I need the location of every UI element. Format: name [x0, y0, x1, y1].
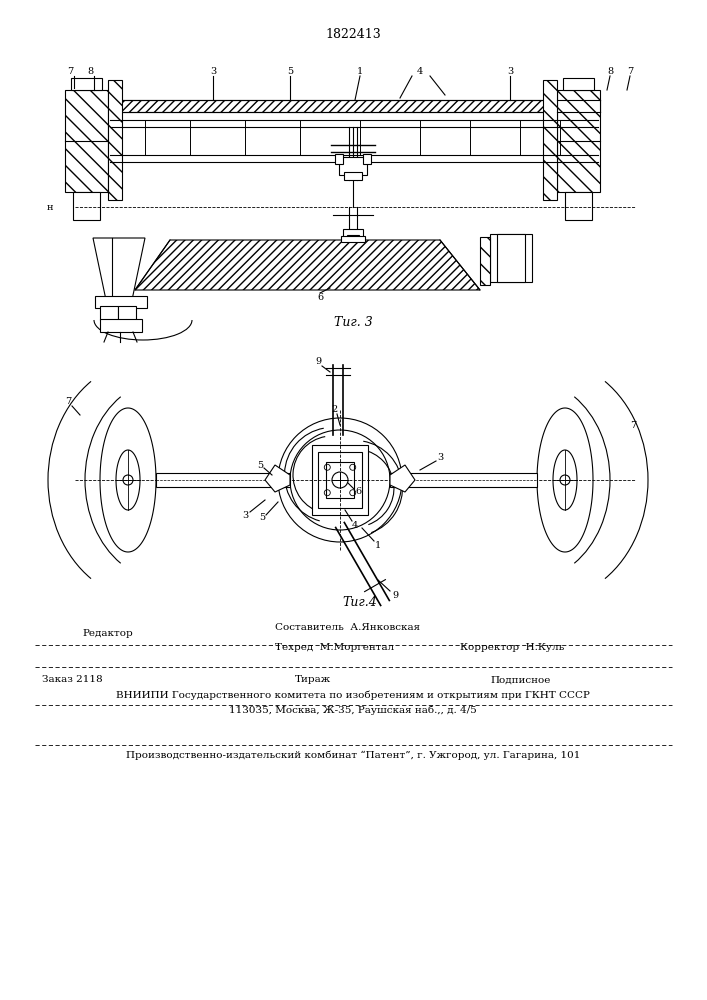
- Text: ВНИИПИ Государственного комитета по изобретениям и открытиям при ГКНТ СССР: ВНИИПИ Государственного комитета по изоб…: [116, 690, 590, 700]
- Bar: [326, 462, 354, 498]
- Bar: [339, 157, 367, 175]
- Text: Подписное: Подписное: [490, 676, 550, 684]
- Bar: [100, 306, 118, 320]
- Bar: [497, 234, 525, 282]
- Text: 1: 1: [357, 68, 363, 77]
- Bar: [73, 192, 100, 220]
- Text: Корректор  Н.Куль: Корректор Н.Куль: [460, 644, 564, 652]
- Text: Редактор: Редактор: [82, 630, 133, 639]
- Text: 3: 3: [437, 454, 443, 462]
- Text: 9: 9: [315, 358, 321, 366]
- Polygon shape: [93, 238, 145, 300]
- Text: 5: 5: [259, 514, 265, 522]
- Bar: [318, 452, 362, 508]
- Bar: [341, 236, 365, 242]
- Bar: [312, 445, 368, 515]
- Text: 9: 9: [392, 590, 398, 599]
- Text: 3: 3: [242, 510, 248, 520]
- Polygon shape: [135, 240, 480, 290]
- Bar: [156, 473, 290, 487]
- Polygon shape: [553, 450, 577, 510]
- Polygon shape: [265, 465, 290, 492]
- Bar: [557, 90, 600, 192]
- Bar: [480, 237, 490, 285]
- Text: 113035, Москва, Ж-35, Раушская наб.,, д. 4/5: 113035, Москва, Ж-35, Раушская наб.,, д.…: [229, 705, 477, 715]
- Bar: [363, 154, 371, 164]
- Bar: [390, 473, 537, 487]
- Bar: [100, 319, 142, 332]
- Text: Производственно-издательский комбинат “Патент”, г. Ужгород, ул. Гагарина, 101: Производственно-издательский комбинат “П…: [126, 750, 580, 760]
- Text: 7: 7: [67, 68, 73, 77]
- Circle shape: [560, 475, 570, 485]
- Bar: [543, 80, 557, 200]
- Polygon shape: [116, 450, 140, 510]
- Text: 7: 7: [65, 397, 71, 406]
- Bar: [344, 172, 362, 180]
- Text: 2: 2: [332, 406, 338, 414]
- Bar: [563, 78, 594, 90]
- Text: н: н: [47, 202, 53, 212]
- Bar: [347, 235, 359, 245]
- Text: Τиг. 3: Τиг. 3: [334, 316, 373, 328]
- Text: 6: 6: [355, 488, 361, 496]
- Bar: [108, 100, 600, 112]
- Text: 5: 5: [287, 68, 293, 77]
- Text: 7: 7: [630, 420, 636, 430]
- Text: 4: 4: [417, 68, 423, 77]
- Text: 6: 6: [317, 292, 323, 302]
- Polygon shape: [100, 408, 156, 552]
- Bar: [71, 78, 102, 90]
- Text: Заказ 2118: Заказ 2118: [42, 676, 103, 684]
- Text: Составитель  А.Янковская: Составитель А.Янковская: [275, 624, 420, 633]
- Text: 8: 8: [87, 68, 93, 77]
- Text: 1822413: 1822413: [325, 28, 381, 41]
- Text: 3: 3: [507, 68, 513, 77]
- Text: 7: 7: [627, 68, 633, 77]
- Text: 4: 4: [352, 520, 358, 530]
- Bar: [565, 192, 592, 220]
- Text: 8: 8: [607, 68, 613, 77]
- Text: Техред  М.Моргентал: Техред М.Моргентал: [275, 644, 395, 652]
- Text: 1: 1: [375, 540, 381, 550]
- Bar: [95, 296, 147, 308]
- Bar: [65, 90, 108, 192]
- Bar: [335, 154, 343, 164]
- Polygon shape: [390, 465, 415, 492]
- Bar: [343, 229, 363, 237]
- Bar: [118, 306, 136, 320]
- Circle shape: [123, 475, 133, 485]
- Bar: [339, 243, 367, 252]
- Text: 5: 5: [257, 460, 263, 470]
- Bar: [108, 80, 122, 200]
- Text: Τиг.4: Τиг.4: [343, 595, 378, 608]
- Bar: [490, 234, 532, 282]
- Polygon shape: [537, 408, 593, 552]
- Text: 3: 3: [210, 68, 216, 77]
- Text: Тираж: Тираж: [295, 676, 331, 684]
